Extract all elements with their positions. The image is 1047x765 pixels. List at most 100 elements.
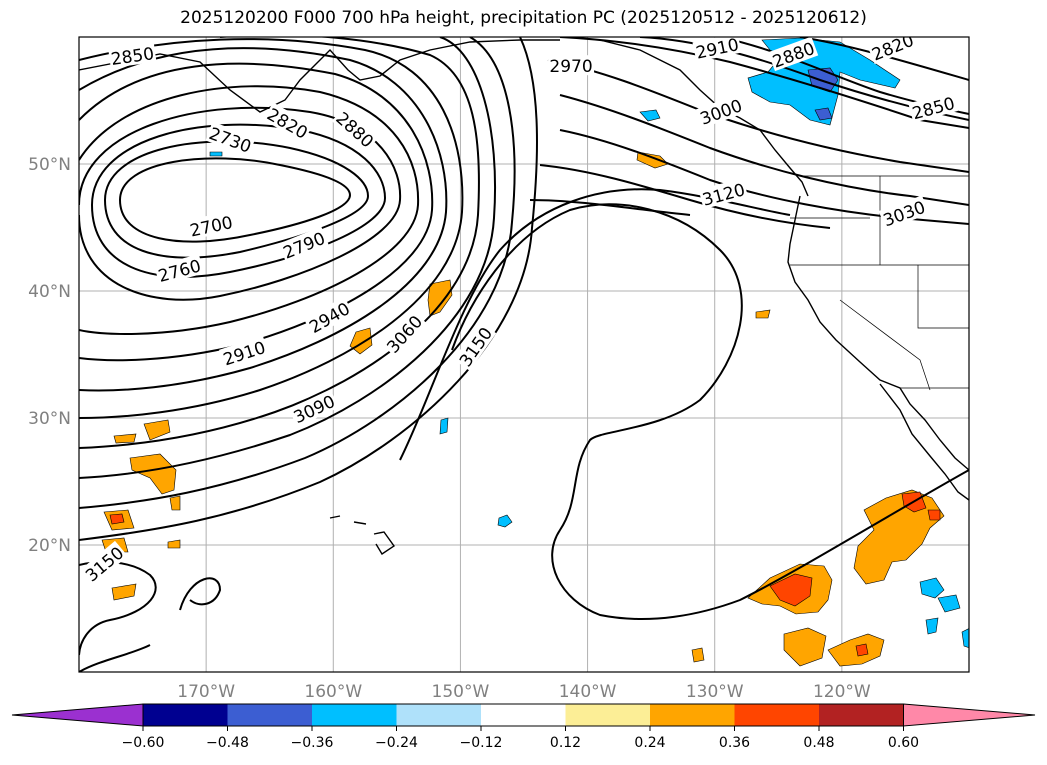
contour-2910 [79, 38, 464, 419]
contour-label-bg [548, 55, 595, 76]
colorbar-tick-label: 0.48 [803, 735, 834, 751]
contour-2850 [79, 62, 434, 362]
contour-label: 3030 [878, 195, 929, 231]
contour-label: 2910 [692, 35, 742, 64]
contour-label-text: 2820 [869, 31, 917, 66]
longitude-labels: 170°W 160°W 150°W 140°W 130°W 120°W [177, 682, 871, 702]
lat-tick-label: 30°N [28, 409, 71, 429]
contour-label: 3060 [380, 309, 427, 358]
colorbar: −0.60 −0.48 −0.36 −0.24 −0.12 0.12 0.24 0.36 0.4… [11, 703, 1036, 751]
colorbar-tick-label: 0.24 [634, 735, 665, 751]
colorbar-tick-label: 0.12 [550, 735, 581, 751]
positive-anomaly-spot [167, 539, 181, 549]
contour-label-bg [331, 106, 380, 152]
negative-anomaly-spot [439, 417, 449, 435]
contour-2700 [118, 157, 352, 243]
lon-tick-label: 160°W [304, 682, 362, 702]
colorbar-tick-label: −0.24 [375, 735, 418, 751]
contour-label-text: 2910 [221, 338, 268, 370]
coastline-baja [879, 383, 969, 501]
contour-label: 3000 [695, 93, 746, 130]
negative-anomaly-core [814, 107, 833, 121]
contour-label-bg [263, 102, 313, 143]
contour-2730 [103, 140, 370, 259]
negative-anomaly-spot [497, 514, 513, 528]
gridlines [79, 37, 969, 672]
positive-anomaly-spot [169, 495, 181, 511]
contour-label: 2760 [154, 254, 204, 287]
contour-label-bg [186, 210, 236, 240]
negative-anomaly-spot [639, 109, 661, 122]
colorbar-frame [142, 703, 904, 727]
colorbar-segment [650, 704, 735, 726]
contour-label-bg [695, 93, 746, 129]
contour-label-bg [304, 296, 354, 337]
contour-label-bg [453, 321, 497, 371]
contour-3090-ne [529, 199, 691, 216]
positive-anomaly-spot [349, 327, 373, 355]
lon-tick-label: 150°W [432, 682, 490, 702]
positive-anomaly-spot [427, 279, 453, 317]
contour-label-bg [79, 540, 128, 586]
positive-anomaly-core [855, 643, 869, 657]
negative-anomaly-spot [937, 594, 961, 613]
contour-label: 2790 [278, 226, 329, 264]
political-borders [790, 175, 969, 391]
colorbar-tick-label: −0.36 [291, 735, 334, 751]
contour-label-text: 2910 [694, 35, 740, 64]
contour-2910-ne [559, 37, 969, 129]
colorbar-segment [819, 704, 904, 726]
contour-label-bg [692, 37, 742, 63]
contour-3150-s [79, 644, 151, 672]
contour-label-bg [878, 195, 929, 230]
contour-label-text: 3120 [700, 180, 747, 211]
positive-anomaly-spot [636, 151, 669, 169]
contour-3000-ne [559, 94, 969, 206]
colorbar-over-arrow [903, 703, 1036, 727]
latitude-labels: 50°N 40°N 30°N 20°N [28, 155, 71, 556]
positive-anomaly-core [769, 573, 813, 607]
contour-2970 [79, 37, 497, 479]
colorbar-segment [396, 704, 481, 726]
colorbar-tick-label: −0.48 [206, 735, 249, 751]
contour-label: 2820 [867, 31, 918, 66]
negative-anomaly-spot [919, 577, 945, 599]
lon-tick-label: 170°W [177, 682, 235, 702]
coastline-bc [599, 39, 809, 197]
contour-label-bg [108, 41, 157, 69]
positive-anomaly-area [783, 627, 827, 667]
contour-label-bg [278, 226, 329, 263]
contour-label-bg [768, 37, 819, 72]
positive-anomaly-spot [129, 453, 177, 495]
positive-anomaly-area [853, 489, 945, 585]
lon-tick-label: 120°W [813, 682, 871, 702]
colorbar-tick-label: −0.12 [460, 735, 503, 751]
positive-anomaly-spot [143, 419, 171, 441]
contour-label: 3120 [698, 177, 749, 211]
positive-anomaly-spot [755, 309, 771, 319]
contour-2820 [79, 85, 420, 335]
contour-label: 2910 [219, 335, 269, 370]
contour-2880 [79, 47, 448, 392]
contour-label: 2850 [108, 41, 157, 70]
colorbar-tick-label: 0.36 [719, 735, 750, 751]
lat-tick-label: 40°N [28, 282, 71, 302]
contour-label: 2700 [186, 210, 236, 242]
contour-label-bg [219, 335, 269, 369]
contour-3060-ne [539, 164, 831, 229]
colorbar-segment [227, 704, 312, 726]
contour-2790 [79, 106, 402, 301]
contour-label-bg [154, 254, 204, 286]
contour-label-text: 2700 [188, 213, 234, 242]
contour-3150-sw [179, 577, 222, 611]
positive-anomaly-core [927, 509, 941, 521]
contour-2940 [79, 37, 480, 449]
lat-tick-label: 50°N [28, 155, 71, 175]
plot-frame [78, 36, 970, 673]
lat-tick-label: 20°N [28, 536, 71, 556]
negative-anomaly-spot [925, 617, 939, 635]
contour-label: 2970 [548, 55, 595, 77]
positive-anomaly-spot [691, 647, 705, 663]
